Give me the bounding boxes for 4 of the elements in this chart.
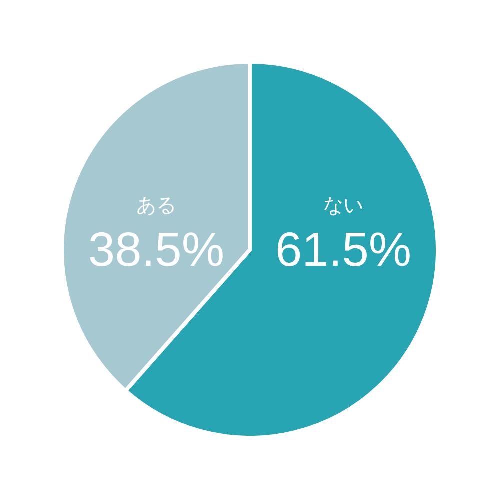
data-label: 38.5% (88, 224, 225, 277)
slice-label: ない (324, 193, 364, 217)
data-label: 61.5% (275, 224, 412, 277)
slice-label: ある (136, 193, 176, 217)
